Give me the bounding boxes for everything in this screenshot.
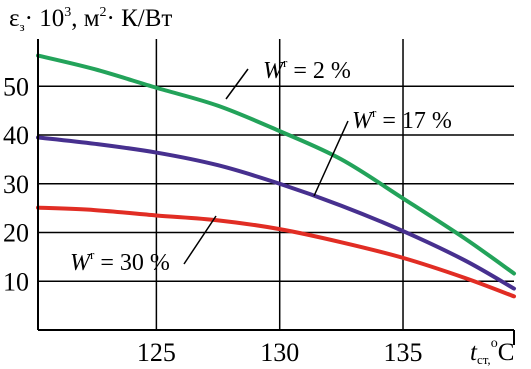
series-label-main-2: W (70, 250, 92, 276)
x-axis-title-units: C (498, 339, 515, 366)
y-tick-label-10: 10 (3, 267, 29, 296)
y-axis-title-units-superscript: 2 (100, 5, 107, 20)
series-line-0 (36, 53, 516, 276)
series-label-superscript-1: r (372, 105, 377, 120)
series-label-main-0: W (263, 58, 285, 84)
chart-axes (37, 39, 515, 345)
series-label-1: Wr = 17 % (352, 105, 452, 134)
y-axis-title: εз· 103, м2· К/Вт (9, 5, 172, 34)
series-label-leader-1 (313, 120, 349, 197)
x-axis-title: tст,oC (470, 336, 514, 367)
series-label-rest-1: = 17 % (376, 108, 452, 134)
y-axis-title-multiplier: · 10 (25, 5, 65, 32)
series-label-superscript-2: r (90, 247, 95, 262)
y-tick-label-20: 20 (3, 219, 29, 248)
y-tick-label-30: 30 (3, 170, 29, 199)
series-label-main-1: W (352, 108, 374, 134)
y-axis-title-units-rest: · К/Вт (107, 5, 173, 32)
series-label-0: Wr = 2 % (263, 55, 351, 84)
series-label-2: Wr = 30 % (70, 247, 170, 276)
series-line-2 (36, 205, 516, 299)
series-label-rest-2: = 30 % (94, 250, 170, 276)
y-axis-title-superscript: 3 (64, 5, 71, 20)
series-label-rest-0: = 2 % (287, 58, 351, 84)
y-tick-label-40: 40 (3, 121, 29, 150)
x-axis-title-degree: o (491, 336, 498, 351)
y-tick-label-50: 50 (3, 72, 29, 101)
series-label-superscript-0: r (283, 55, 288, 70)
y-axis-title-units: , м (71, 5, 100, 32)
chart-series-layer (36, 53, 516, 299)
y-axis-title-subscript: з (20, 19, 25, 34)
x-tick-label-135: 135 (384, 338, 423, 367)
x-axis-title-variable: t (470, 339, 478, 366)
series-label-leader-2 (183, 215, 217, 265)
y-axis-title-prefix: ε (9, 5, 20, 32)
x-axis-title-subscript: ст, (477, 352, 491, 367)
x-tick-label-125: 125 (137, 338, 176, 367)
series-label-leader-0 (225, 68, 249, 100)
x-tick-label-130: 130 (260, 338, 299, 367)
series-line-1 (36, 135, 516, 291)
